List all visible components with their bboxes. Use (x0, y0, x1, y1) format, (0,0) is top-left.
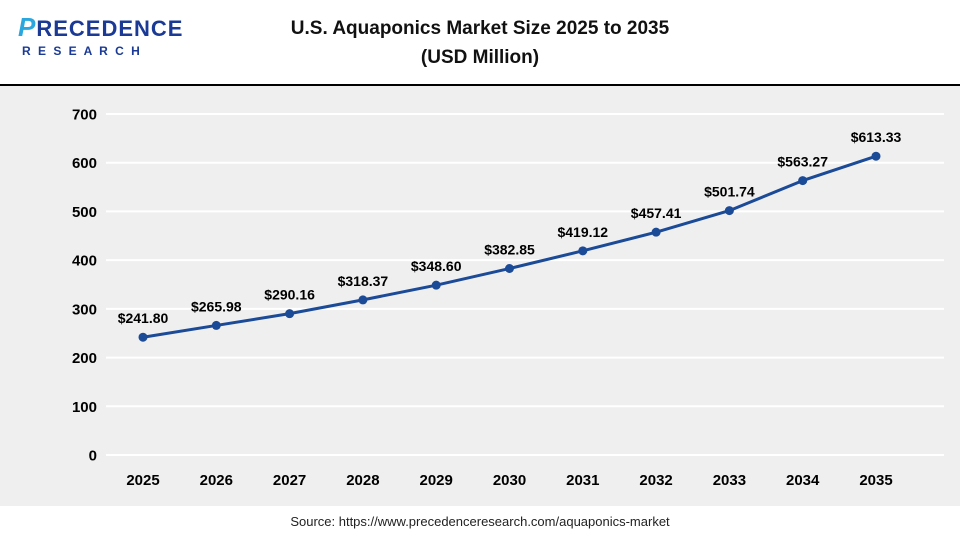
brand-logo-mark: P (18, 12, 37, 42)
x-tick-label: 2034 (786, 472, 820, 489)
data-point (578, 246, 588, 256)
brand-logo-name: RECEDENCE (36, 16, 184, 41)
x-tick-label: 2026 (200, 472, 233, 489)
footer: Source: https://www.precedenceresearch.c… (0, 506, 960, 540)
y-tick-label: 300 (72, 301, 97, 318)
chart-title: U.S. Aquaponics Market Size 2025 to 2035… (0, 0, 960, 73)
brand-logo-wordmark: PRECEDENCE (18, 13, 183, 42)
data-label: $348.60 (411, 258, 462, 274)
data-label: $382.85 (484, 241, 535, 257)
data-point (724, 206, 734, 216)
source-text: Source: https://www.precedenceresearch.c… (290, 514, 670, 529)
chart-area: 0 100 200 300 400 500 600 700 2025 2026 2027 2028 20… (0, 86, 960, 506)
chart-title-line1: U.S. Aquaponics Market Size 2025 to 2035 (290, 18, 670, 39)
data-point (211, 320, 221, 330)
data-point (285, 309, 295, 319)
x-tick-label: 2029 (420, 472, 453, 489)
data-label: $419.12 (557, 224, 608, 240)
data-label: $613.33 (851, 129, 902, 145)
y-tick-label: 700 (72, 107, 97, 124)
y-tick-label: 400 (72, 253, 97, 270)
data-label: $241.80 (118, 310, 169, 326)
data-label: $265.98 (191, 298, 242, 314)
data-point (138, 332, 148, 342)
y-tick-label: 600 (72, 155, 97, 172)
data-label: $318.37 (338, 273, 389, 289)
x-tick-label: 2025 (126, 472, 159, 489)
x-tick-label: 2032 (639, 472, 672, 489)
x-tick-label: 2031 (566, 472, 599, 489)
chart-title-line2: (USD Million) (420, 47, 540, 69)
data-point (431, 280, 441, 290)
data-label: $501.74 (704, 184, 755, 200)
data-label: $563.27 (777, 154, 828, 170)
data-point (798, 176, 808, 186)
brand-logo-subline: R E S E A R C H (22, 43, 142, 58)
data-point (358, 295, 368, 305)
x-tick-label: 2028 (346, 472, 379, 489)
y-tick-label: 500 (72, 204, 97, 221)
data-label: $290.16 (264, 287, 315, 303)
x-tick-label: 2035 (859, 472, 892, 489)
line-chart: 0 100 200 300 400 500 600 700 2025 2026 2027 2028 20… (72, 107, 944, 489)
data-point (651, 227, 661, 237)
y-tick-label: 0 (89, 448, 97, 465)
data-label: $457.41 (631, 205, 682, 221)
x-tick-label: 2027 (273, 472, 306, 489)
data-point (505, 263, 514, 273)
y-tick-label: 200 (72, 350, 97, 367)
data-point (871, 151, 881, 161)
y-tick-label: 100 (72, 399, 97, 416)
x-tick-label: 2030 (493, 472, 526, 489)
x-tick-label: 2033 (713, 472, 746, 489)
brand-logo: PRECEDENCE R E S E A R C H (18, 13, 183, 58)
header: PRECEDENCE R E S E A R C H U.S. Aquaponi… (0, 0, 960, 86)
